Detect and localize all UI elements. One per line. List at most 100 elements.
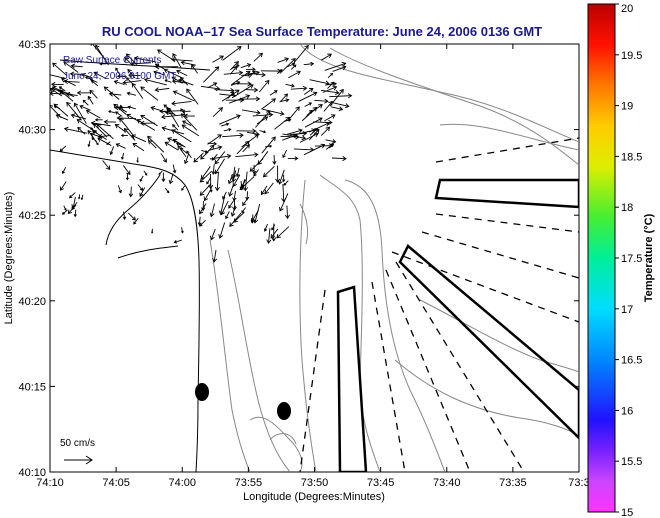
current-arrow-head [282, 154, 286, 159]
current-arrow-head [132, 143, 138, 148]
colorbar-tick-label: 16.5 [621, 355, 642, 367]
current-arrow-head [181, 188, 184, 191]
current-arrow-head [50, 86, 56, 92]
current-arrow [254, 203, 261, 223]
colorbar-tick-label: 20 [621, 3, 633, 15]
current-arrow [203, 66, 219, 83]
current-arrow [280, 135, 299, 138]
colorbar-tick-label: 19 [621, 101, 633, 113]
current-arrow [172, 124, 179, 131]
current-arrow-head [325, 126, 331, 132]
current-arrow [160, 153, 167, 163]
current-arrow-head [127, 68, 132, 74]
transect-line [299, 289, 326, 472]
current-arrow-head [199, 177, 205, 183]
y-tick-label: 40:30 [18, 125, 46, 137]
current-arrow [253, 169, 260, 177]
current-arrow [279, 58, 296, 74]
current-arrow-head [250, 220, 255, 224]
current-arrow [91, 122, 111, 127]
current-arrow-head [87, 144, 91, 148]
current-arrow-head [67, 209, 73, 215]
current-arrow [91, 44, 107, 61]
current-arrow [309, 79, 330, 85]
current-arrow-head [330, 114, 336, 119]
current-arrow [288, 70, 301, 79]
current-arrow [70, 73, 83, 75]
current-arrow [320, 126, 330, 136]
legend-line-1: Raw Surface Currents [63, 55, 161, 66]
current-arrow-head [296, 70, 301, 76]
current-arrow-head [140, 86, 145, 91]
current-arrow-head [281, 197, 287, 203]
current-arrow [239, 176, 255, 190]
current-arrow [61, 78, 76, 87]
current-arrow [277, 58, 289, 63]
current-arrow-head [175, 142, 180, 146]
current-arrow [282, 133, 306, 139]
current-arrow-head [139, 187, 144, 191]
current-arrow-head [212, 258, 218, 263]
current-arrow-head [59, 148, 63, 152]
current-arrow [321, 53, 332, 61]
current-arrow [52, 62, 68, 76]
current-arrow [324, 114, 336, 122]
current-arrow [233, 84, 254, 98]
current-arrow [216, 172, 219, 191]
current-arrow-head [159, 108, 164, 114]
current-arrow-head [93, 123, 98, 129]
current-arrow [85, 76, 93, 80]
current-arrow-head [58, 86, 62, 90]
colorbar-ticks: 20 19.5 19 18.5 18 17.5 17 16.5 16 15.5 15 [615, 3, 642, 518]
current-arrow-head [241, 210, 245, 214]
colorbar-tick-label: 17.5 [621, 253, 642, 265]
chart-title: RU COOL NOAA–17 Sea Surface Temperature:… [102, 24, 542, 39]
current-arrow-head [172, 138, 178, 144]
current-arrow-head [157, 49, 162, 54]
current-arrow-head [264, 189, 270, 195]
current-arrow-head [247, 81, 252, 87]
current-arrow-head [69, 195, 73, 199]
current-arrow-head [52, 62, 57, 68]
current-arrow-head [197, 222, 202, 226]
current-arrow [278, 169, 285, 185]
current-arrow [147, 136, 165, 153]
current-arrow-head [150, 231, 154, 234]
current-arrow-head [161, 126, 167, 131]
contour-line [419, 299, 579, 373]
current-arrow-head [181, 109, 186, 114]
current-arrow [219, 222, 226, 239]
current-arrow-head [63, 61, 68, 66]
current-arrow-head [116, 74, 121, 79]
current-arrow-head [304, 44, 309, 50]
current-arrow [140, 115, 158, 127]
current-arrow-head [154, 64, 160, 70]
y-tick-label: 40:20 [18, 296, 46, 308]
current-arrow [137, 184, 143, 191]
current-arrow [327, 73, 333, 79]
current-arrow-head [232, 182, 238, 188]
current-arrow-head [122, 79, 127, 85]
current-arrow [285, 83, 295, 87]
current-arrow [298, 92, 317, 102]
current-arrow [262, 108, 284, 115]
contour-line [299, 179, 317, 472]
current-arrow-head [264, 79, 270, 85]
current-arrow-head [215, 85, 221, 91]
current-arrow [191, 64, 199, 74]
current-arrow-head [271, 237, 277, 242]
colorbar-tick-label: 19.5 [621, 50, 642, 62]
current-arrow-head [294, 156, 299, 161]
current-arrow [283, 180, 289, 186]
current-arrow-head [255, 131, 260, 137]
current-arrow [228, 173, 234, 184]
current-arrow-head [214, 66, 220, 71]
current-arrow [173, 90, 195, 102]
current-arrow-head [283, 182, 287, 186]
current-arrow [230, 61, 239, 71]
current-arrow-head [233, 66, 238, 71]
current-arrow [274, 117, 290, 130]
current-arrow [322, 86, 337, 93]
current-arrow-head [236, 114, 241, 119]
current-arrow-head [163, 104, 168, 109]
